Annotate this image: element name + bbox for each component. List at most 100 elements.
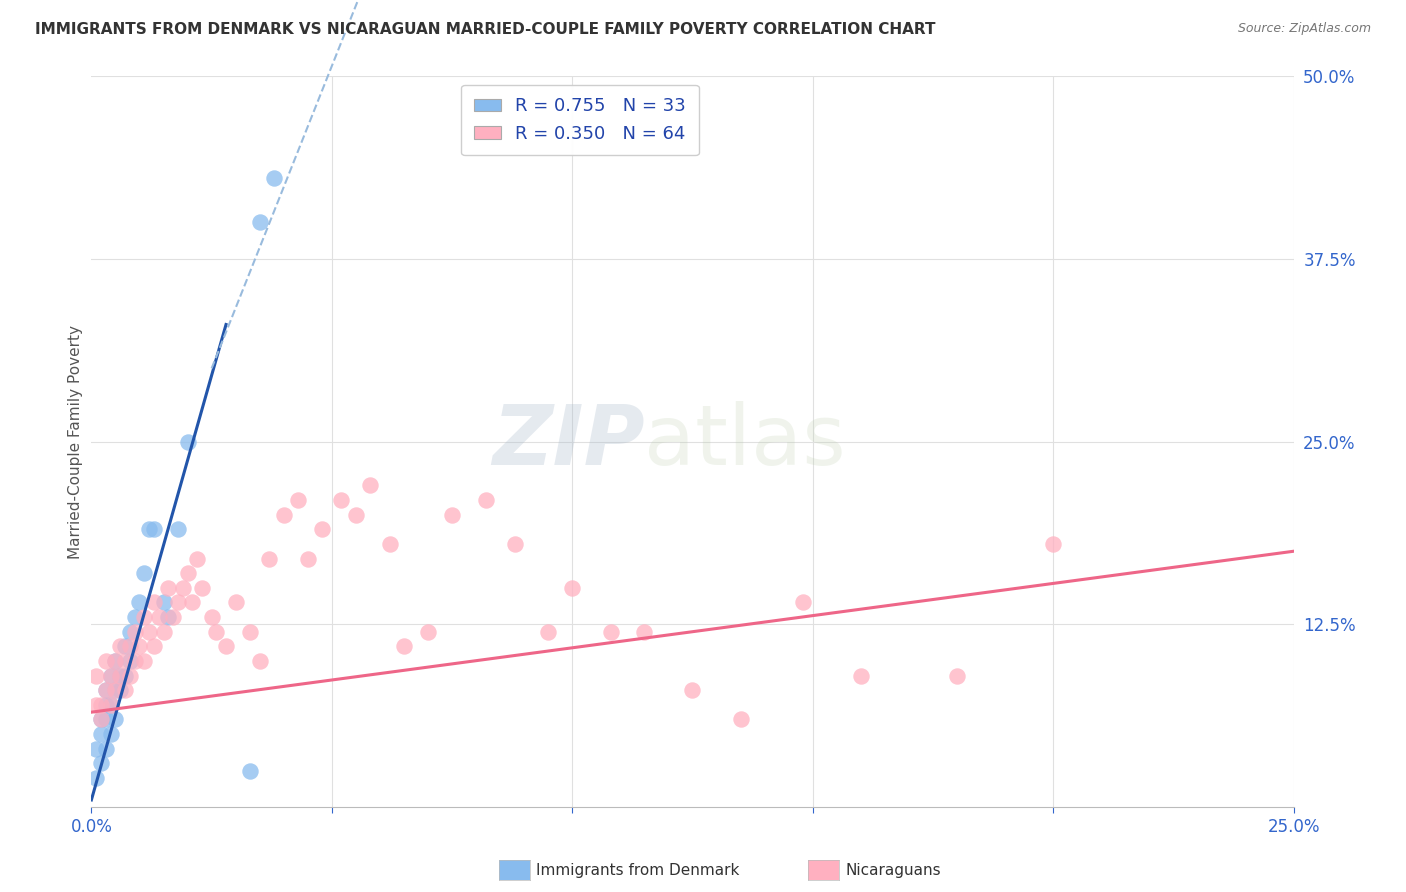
Point [128,640,150,654]
Point [118,640,141,654]
Point [110,668,132,682]
Text: atlas: atlas [644,401,846,482]
Point [1042,537,1064,551]
Point [263,171,285,186]
Point [104,683,127,698]
Point [287,493,309,508]
Point [474,493,496,508]
Point [90,713,112,727]
Point [134,566,156,581]
Point [84,771,107,785]
Text: Source: ZipAtlas.com: Source: ZipAtlas.com [1237,22,1371,36]
Point [90,698,112,712]
Point [599,624,621,639]
Point [110,640,132,654]
Point [172,581,194,595]
Point [134,610,156,624]
Text: IMMIGRANTS FROM DENMARK VS NICARAGUAN MARRIED-COUPLE FAMILY POVERTY CORRELATION : IMMIGRANTS FROM DENMARK VS NICARAGUAN MA… [35,22,935,37]
Point [104,654,127,668]
Legend: R = 0.755   N = 33, R = 0.350   N = 64: R = 0.755 N = 33, R = 0.350 N = 64 [461,85,699,155]
Point [946,668,969,682]
Point [157,610,180,624]
Point [167,522,190,536]
Point [249,215,271,229]
Point [124,610,146,624]
Point [186,551,208,566]
Point [114,683,136,698]
Point [259,551,281,566]
Point [124,624,146,639]
Point [94,741,117,756]
Text: ZIP: ZIP [492,401,644,482]
Point [94,683,117,698]
Point [440,508,463,522]
Point [359,478,381,492]
Point [94,698,117,712]
Point [239,764,262,778]
Point [94,713,117,727]
Point [134,654,156,668]
Point [201,610,224,624]
Point [792,595,814,609]
Point [215,640,238,654]
Point [100,668,122,682]
Point [176,566,198,581]
Text: Immigrants from Denmark: Immigrants from Denmark [536,863,740,878]
Point [225,595,247,609]
Point [128,595,150,609]
Point [84,698,107,712]
Point [104,683,127,698]
Point [152,624,174,639]
Point [104,654,127,668]
Point [84,668,107,682]
Point [181,595,204,609]
Point [94,654,117,668]
Point [100,698,122,712]
Point [157,581,180,595]
Point [537,624,560,639]
Point [114,668,136,682]
Point [124,654,146,668]
Point [344,508,367,522]
Point [118,624,141,639]
Point [239,624,262,639]
Point [118,654,141,668]
Point [138,624,160,639]
Point [104,713,127,727]
Point [167,595,190,609]
Point [273,508,295,522]
Point [138,522,160,536]
Point [142,522,165,536]
Point [681,683,703,698]
Point [152,595,174,609]
Point [110,668,132,682]
Point [297,551,319,566]
Text: Nicaraguans: Nicaraguans [845,863,941,878]
Point [90,727,112,741]
Point [416,624,439,639]
Point [142,640,165,654]
Point [110,683,132,698]
Point [100,727,122,741]
Point [114,640,136,654]
Point [94,683,117,698]
Point [205,624,228,639]
Point [503,537,526,551]
Point [730,713,752,727]
Point [100,698,122,712]
Point [249,654,271,668]
Point [90,756,112,771]
Point [142,595,165,609]
Point [633,624,655,639]
Point [162,610,184,624]
Point [114,654,136,668]
Y-axis label: Married-Couple Family Poverty: Married-Couple Family Poverty [67,325,83,558]
Point [90,713,112,727]
Point [176,434,198,449]
Point [191,581,214,595]
Point [118,668,141,682]
Point [148,610,170,624]
Point [330,493,353,508]
Point [561,581,583,595]
Point [84,741,107,756]
